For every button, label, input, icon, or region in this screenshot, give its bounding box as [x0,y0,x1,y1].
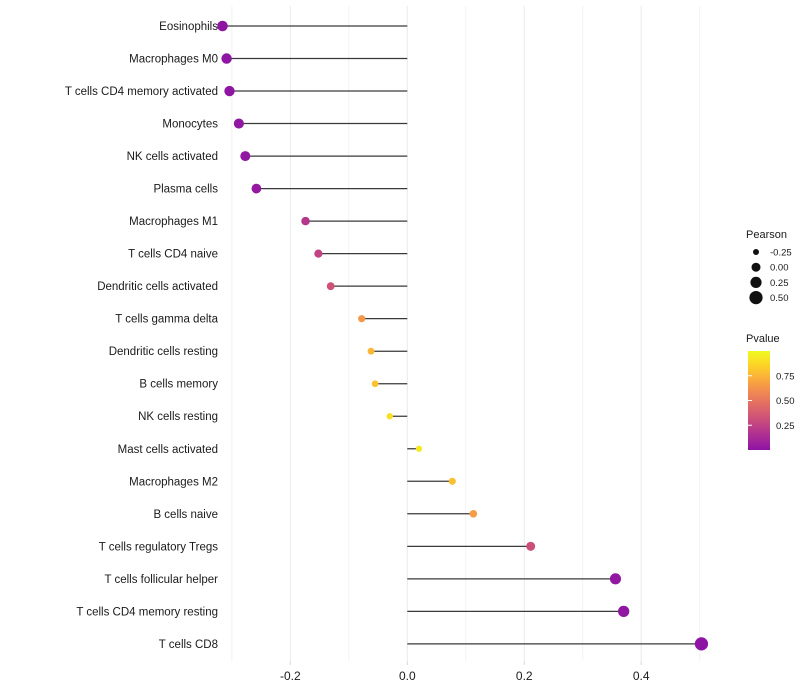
lollipop-point[interactable] [694,637,709,651]
lollipop-point[interactable] [526,541,536,551]
lollipop-point[interactable] [358,315,366,323]
legend-pearson: Pearson -0.25 0.00 0.25 0.50 [746,229,792,305]
lollipop-point[interactable] [240,151,251,162]
colorbar-tick-label: 0.25 [776,421,795,432]
y-axis-labels: Eosinophils Macrophages M0 T cells CD4 mem… [65,21,219,651]
lollipop-point[interactable] [367,347,375,355]
colorbar-gradient [748,351,770,450]
plot-grid [231,6,701,661]
lollipop-point[interactable] [609,573,622,585]
lollipop-point[interactable] [448,477,456,485]
legend-size-label: 0.25 [770,278,789,289]
x-axis-ticks: -0.2 0.0 0.2 0.4 [280,661,650,683]
y-axis-category-label: Plasma cells [153,184,218,196]
y-axis-category-label: B cells memory [139,379,218,391]
lollipop-point[interactable] [301,216,310,226]
y-axis-category-label: T cells CD4 naive [128,249,218,261]
lollipop-point[interactable] [469,509,478,518]
lollipop-point[interactable] [617,605,630,618]
lollipop-point[interactable] [371,380,379,388]
lollipop-point[interactable] [326,282,335,291]
legend-size-label: -0.25 [770,248,792,259]
legend-size-label: 0.00 [770,263,789,274]
legend-size-swatch [751,262,761,272]
y-axis-category-label: T cells gamma delta [115,314,218,326]
x-axis-tick-label: 0.2 [516,669,533,683]
lollipop-point[interactable] [314,249,323,258]
lollipop-point[interactable] [217,20,228,32]
y-axis-category-label: Monocytes [162,119,218,131]
colorbar-tick-label: 0.50 [776,396,795,407]
y-axis-category-label: NK cells resting [138,411,218,423]
y-axis-category-label: Eosinophils [159,21,218,33]
lollipop-point[interactable] [386,413,393,420]
x-axis-tick-label: 0.0 [399,669,416,683]
legend-size-swatch [753,249,759,255]
y-axis-category-label: Macrophages M2 [129,476,218,488]
lollipop-point[interactable] [251,183,262,194]
lollipop-point[interactable] [415,445,423,452]
lollipop-point[interactable] [221,53,232,64]
lollipop-point[interactable] [233,118,244,129]
y-axis-category-label: Macrophages M1 [129,216,218,228]
y-axis-category-label: B cells naive [153,509,218,521]
legend-title-pvalue: Pvalue [746,333,780,345]
y-axis-category-label: Macrophages M0 [129,54,218,66]
x-axis-tick-label: 0.4 [633,669,650,683]
y-axis-category-label: T cells CD4 memory activated [65,86,218,98]
legend-pvalue-colorbar: Pvalue 0.75 0.50 0.25 [746,333,795,450]
legend-size-label: 0.50 [770,293,789,304]
plot-segments [222,25,702,645]
y-axis-category-label: Dendritic cells resting [109,346,218,358]
legend-size-swatch [749,291,763,305]
y-axis-category-label: Dendritic cells activated [97,281,218,293]
lollipop-point[interactable] [224,85,235,97]
y-axis-category-label: Mast cells activated [118,444,218,456]
y-axis-category-label: T cells CD4 memory resting [76,606,218,618]
legend-title-pearson: Pearson [746,229,787,241]
y-axis-category-label: T cells regulatory Tregs [99,541,219,553]
plot-points [217,20,709,651]
y-axis-category-label: T cells follicular helper [104,574,218,586]
x-axis-tick-label: -0.2 [280,669,301,683]
y-axis-category-label: T cells CD8 [159,639,218,651]
legend-size-swatch [750,276,762,288]
colorbar-tick-label: 0.75 [776,371,795,382]
y-axis-category-label: NK cells activated [127,151,218,163]
